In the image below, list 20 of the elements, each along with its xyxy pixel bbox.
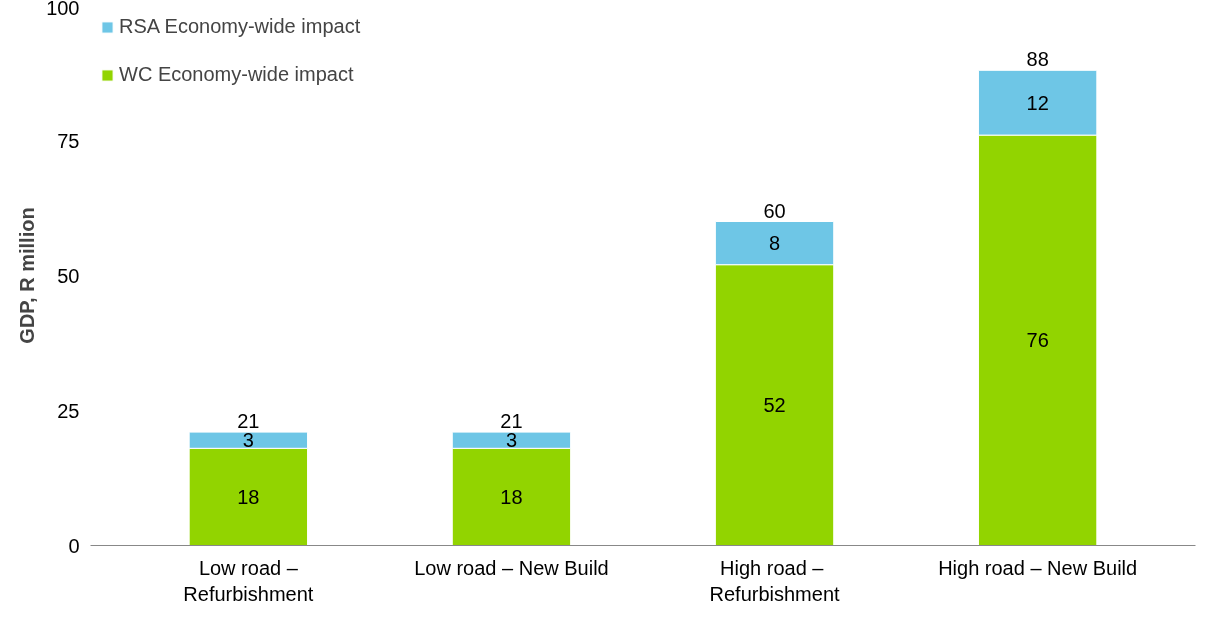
x-tick-label: Low road – Refurbishment <box>183 556 314 605</box>
data-label: 52 <box>763 394 786 417</box>
y-tick-label: 100 <box>46 0 80 19</box>
y-tick-label: 75 <box>57 129 80 152</box>
data-label: 12 <box>1026 91 1049 114</box>
x-tick-label: High road – Refurbishment <box>709 556 841 605</box>
x-tick-label: High road – New Build <box>938 556 1138 579</box>
legend-label: WC Economy-wide impact <box>119 63 354 86</box>
data-label: 18 <box>237 485 260 508</box>
data-label: 18 <box>500 485 523 508</box>
y-tick-label: 0 <box>68 534 80 557</box>
y-tick-label: 50 <box>57 264 80 287</box>
total-label: 88 <box>1026 48 1049 71</box>
y-axis-title: GDP, R million <box>16 207 39 344</box>
x-tick-label: Low road – New Build <box>414 556 609 579</box>
y-tick-label: 25 <box>57 399 80 422</box>
data-label: 76 <box>1026 329 1049 352</box>
data-label: 8 <box>768 232 781 255</box>
total-label: 60 <box>763 199 786 222</box>
legend-label: RSA Economy-wide impact <box>119 15 361 38</box>
